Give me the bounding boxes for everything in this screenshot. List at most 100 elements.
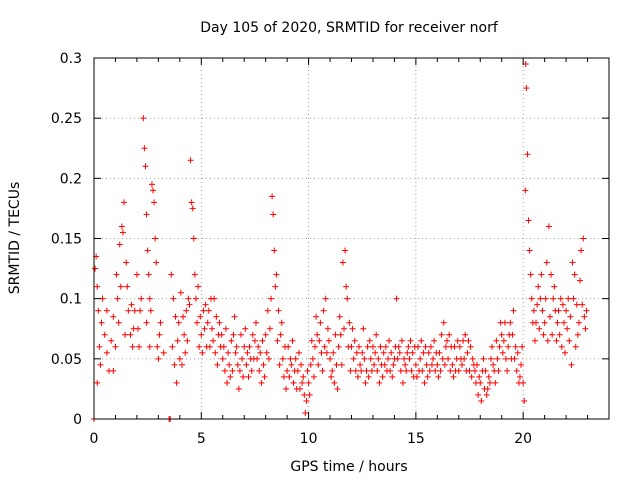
data-point (190, 235, 197, 242)
data-point (520, 379, 527, 386)
data-point (461, 355, 468, 362)
y-ticks: 0 0.05 0.1 0.15 0.2 0.25 0.3 (51, 51, 609, 428)
data-point (360, 325, 367, 332)
data-point (220, 343, 227, 350)
data-point (432, 367, 439, 374)
data-point (521, 397, 528, 404)
data-point (505, 343, 512, 350)
data-point (191, 271, 198, 278)
data-point (437, 367, 444, 374)
data-point (522, 61, 529, 68)
data-point (569, 259, 576, 266)
data-point (108, 337, 115, 344)
data-point (302, 409, 309, 416)
data-point (276, 361, 283, 368)
data-point (396, 349, 403, 356)
data-point (401, 355, 408, 362)
data-point (313, 313, 320, 320)
data-point (330, 349, 337, 356)
data-point (263, 349, 270, 356)
data-point (339, 259, 346, 266)
data-point (308, 337, 315, 344)
data-point (577, 277, 584, 284)
data-point (516, 373, 523, 380)
data-point (389, 373, 396, 380)
data-point (377, 343, 384, 350)
data-point (148, 181, 155, 188)
y-tick-label: 0 (73, 412, 82, 428)
data-point (241, 343, 248, 350)
data-point (127, 331, 134, 338)
data-point (309, 355, 316, 362)
data-point (531, 337, 538, 344)
data-point (260, 361, 267, 368)
data-point (175, 319, 182, 326)
data-point (525, 217, 532, 224)
data-point (363, 367, 370, 374)
data-point (578, 247, 585, 254)
data-point (572, 343, 579, 350)
data-point (493, 337, 500, 344)
data-point (285, 343, 292, 350)
data-point (284, 367, 291, 374)
data-point (486, 379, 493, 386)
data-point (403, 367, 410, 374)
data-point (483, 391, 490, 398)
data-point (331, 379, 338, 386)
data-point (407, 337, 414, 344)
x-tick-label: 10 (300, 431, 318, 447)
data-point (402, 361, 409, 368)
data-point (121, 199, 128, 206)
data-point (188, 199, 195, 206)
data-point (430, 355, 437, 362)
data-point (154, 343, 161, 350)
data-point (506, 331, 513, 338)
x-axis-label: GPS time / hours (290, 459, 407, 475)
data-point (189, 205, 196, 212)
data-point (442, 343, 449, 350)
data-point (522, 187, 529, 194)
data-point (368, 367, 375, 374)
data-point (244, 349, 251, 356)
y-tick-label: 0.1 (60, 292, 82, 308)
data-point (358, 367, 365, 374)
data-point (97, 361, 104, 368)
data-point (304, 367, 311, 374)
data-point (337, 331, 344, 338)
data-point (257, 349, 264, 356)
data-point (251, 337, 258, 344)
data-point (112, 343, 119, 350)
data-point (300, 373, 307, 380)
data-point (305, 379, 312, 386)
data-point (352, 367, 359, 374)
data-point (392, 343, 399, 350)
data-point (530, 307, 537, 314)
data-point (386, 337, 393, 344)
data-point (446, 331, 453, 338)
data-point (261, 373, 268, 380)
grid-layer (94, 58, 609, 419)
data-point (274, 337, 281, 344)
data-point (180, 313, 187, 320)
data-point (170, 295, 177, 302)
data-point (508, 355, 515, 362)
data-point (275, 307, 282, 314)
data-point (416, 367, 423, 374)
data-point (526, 247, 533, 254)
data-point (353, 349, 360, 356)
data-point (427, 343, 434, 350)
data-point (295, 349, 302, 356)
data-point (347, 367, 354, 374)
data-point (541, 319, 548, 326)
data-point (123, 259, 130, 266)
data-point (379, 373, 386, 380)
data-point (262, 331, 269, 338)
data-point (554, 319, 561, 326)
data-point (364, 343, 371, 350)
data-point (172, 313, 179, 320)
data-point (582, 325, 589, 332)
data-point (103, 307, 110, 314)
data-point (562, 349, 569, 356)
data-point (365, 373, 372, 380)
